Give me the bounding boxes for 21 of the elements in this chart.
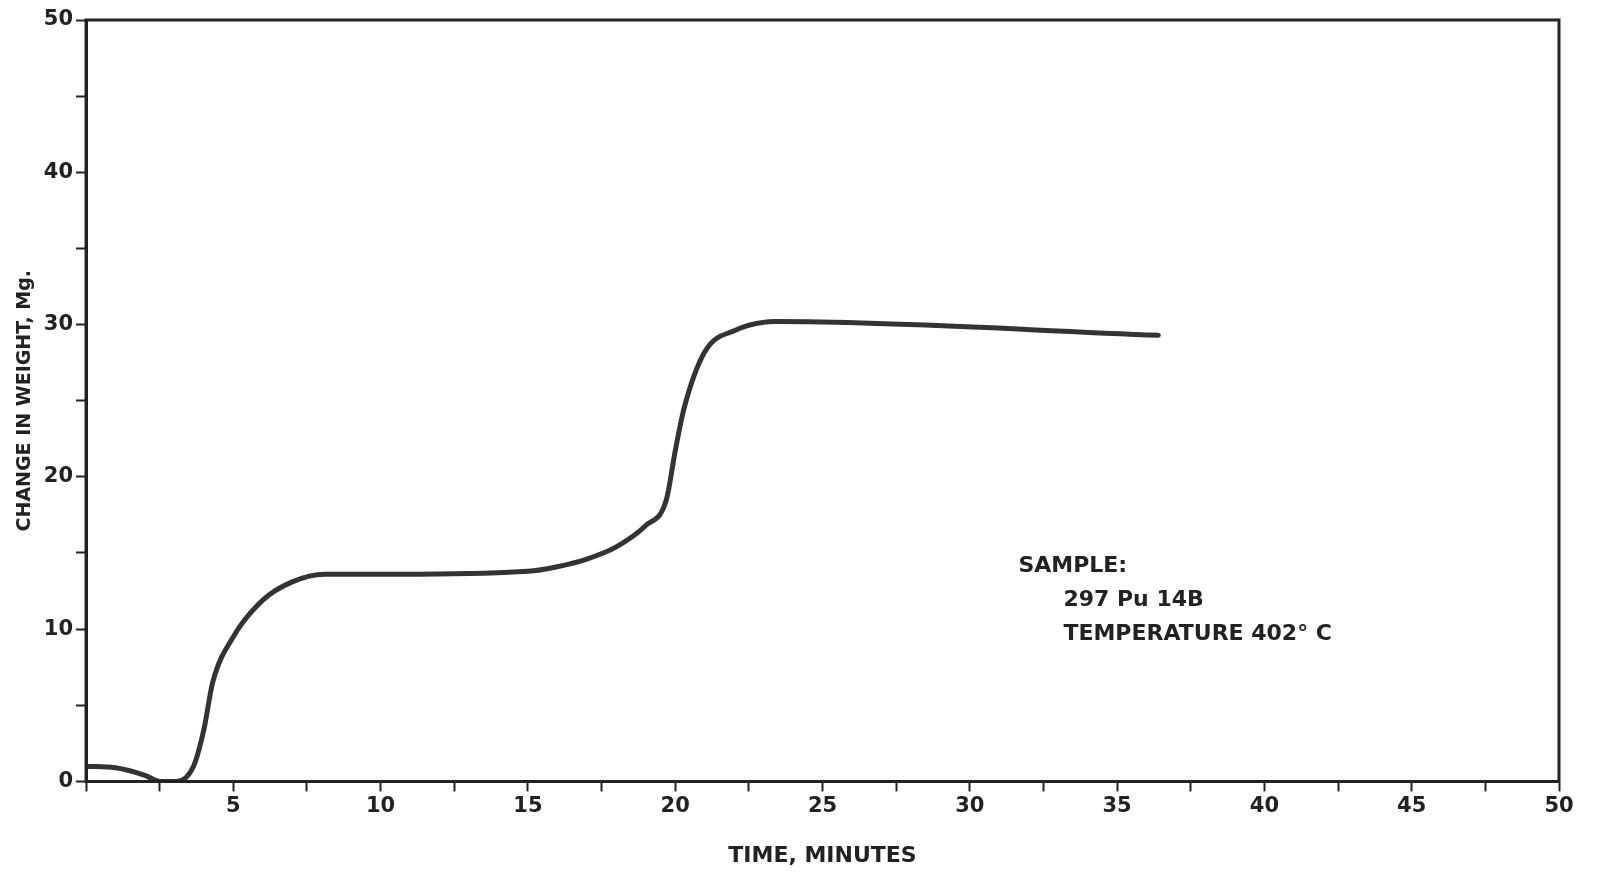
y-tick-label: 0 (58, 767, 74, 792)
x-tick-label: 15 (513, 793, 543, 818)
y-tick-label: 30 (43, 311, 74, 336)
y-tick-label: 50 (43, 6, 74, 31)
x-tick-label: 25 (807, 793, 838, 818)
x-tick-label: 20 (660, 793, 690, 818)
annotation: SAMPLE: (1018, 552, 1128, 578)
y-tick-label: 10 (43, 615, 74, 640)
annotation: TEMPERATURE 402° C (1063, 620, 1332, 646)
x-axis-title: TIME, MINUTES (728, 841, 917, 867)
y-tick-label: 40 (43, 158, 74, 183)
x-tick-label: 50 (1544, 793, 1574, 818)
x-tick-label: 10 (366, 793, 396, 818)
x-tick-label: 45 (1397, 793, 1427, 818)
x-tick-label: 5 (226, 793, 241, 818)
x-tick-label: 40 (1249, 793, 1280, 818)
x-tick-label: 35 (1102, 793, 1132, 818)
annotation: 297 Pu 14B (1063, 586, 1204, 612)
y-axis-title: CHANGE IN WEIGHT, Mg. (12, 269, 35, 532)
x-tick-label: 30 (955, 793, 985, 818)
y-tick-label: 20 (43, 463, 74, 488)
